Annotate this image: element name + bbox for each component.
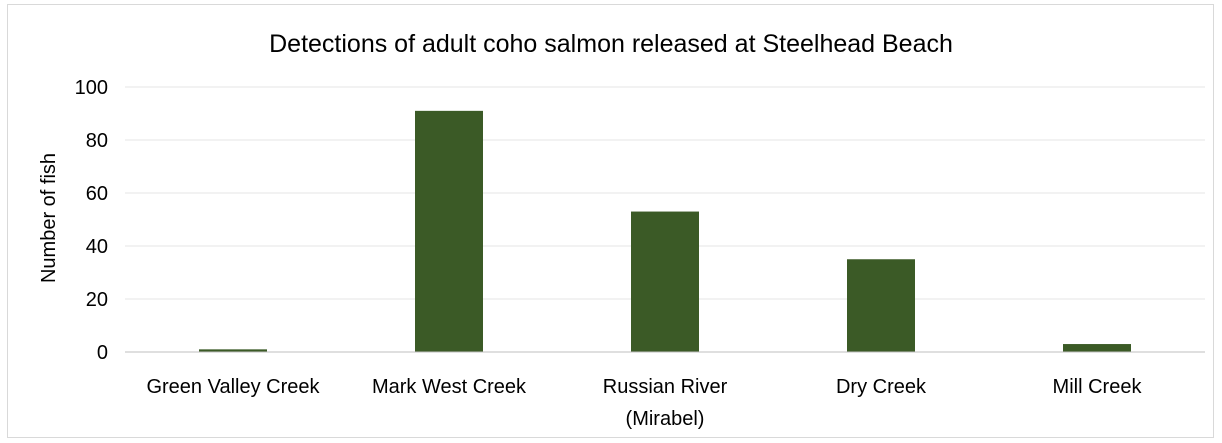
y-tick-label: 40: [86, 236, 108, 258]
y-tick-label: 20: [86, 289, 108, 311]
bar: [631, 211, 699, 352]
x-tick-label: Mark West Creek: [372, 376, 527, 398]
y-tick-label: 100: [75, 77, 108, 99]
bar: [1063, 344, 1131, 352]
bars: [199, 110, 1131, 352]
x-tick-label: Russian River (Mirabel): [603, 376, 728, 430]
chart-title: Detections of adult coho salmon released…: [269, 30, 953, 58]
chart-frame: [7, 4, 1214, 438]
y-tick-label: 80: [86, 130, 108, 152]
bar: [415, 110, 483, 352]
bar: [199, 349, 267, 352]
x-tick-labels: Green Valley Creek Mark West Creek Russian…: [146, 376, 1142, 430]
x-tick-label: Green Valley Creek: [146, 376, 320, 398]
y-axis-label: Number of fish: [38, 153, 60, 283]
bar: [847, 259, 915, 352]
x-tick-label: Mill Creek: [1053, 376, 1143, 398]
y-tick-label: 60: [86, 183, 108, 205]
y-tick-label: 0: [97, 342, 108, 364]
x-tick-label: Dry Creek: [836, 376, 927, 398]
y-tick-labels: 0 20 40 60 80 100: [75, 77, 108, 364]
